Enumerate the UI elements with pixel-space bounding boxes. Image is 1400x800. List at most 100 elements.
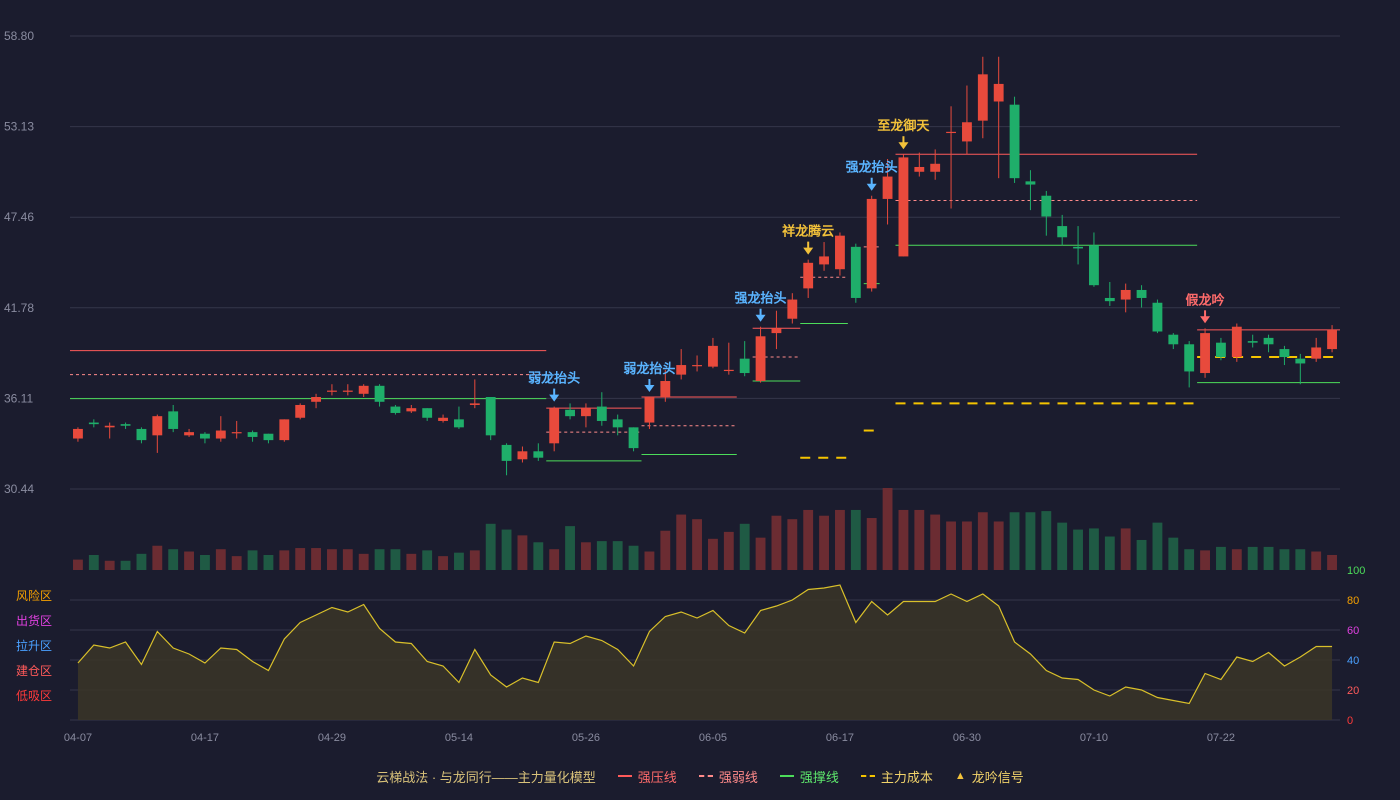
x-tick-label: 04-17 [191, 732, 219, 744]
volume-bar [247, 550, 258, 570]
volume-bar [612, 541, 623, 570]
candle [1216, 337, 1226, 361]
candle-body [327, 390, 337, 392]
candle-body [739, 358, 750, 374]
candle [358, 384, 369, 397]
candle-body [660, 381, 671, 397]
candle [469, 379, 480, 409]
sentiment-area [77, 585, 1333, 720]
volume-bar [882, 488, 893, 570]
candle-body [88, 422, 99, 425]
volume-bar [533, 542, 544, 570]
candle [866, 195, 877, 292]
volume-bar [819, 515, 829, 570]
candle [993, 56, 1004, 179]
x-tick-label: 05-26 [572, 732, 600, 744]
volume-bar [501, 529, 512, 570]
candle [1009, 96, 1020, 183]
candle-body [882, 176, 893, 199]
candle-body [946, 131, 956, 134]
candle [819, 242, 829, 271]
candle-body [596, 406, 607, 421]
volume-bar [152, 545, 163, 570]
candle [914, 152, 925, 177]
legend-title-text: 云梯战法 · 与龙同行——主力量化模型 [376, 769, 596, 785]
candle [898, 154, 909, 257]
volume-bar [914, 509, 925, 570]
candle-body [850, 246, 861, 298]
candle [152, 414, 163, 453]
candle [882, 158, 893, 225]
volume-bar [1295, 549, 1306, 570]
signal-label: 强龙抬头 [846, 160, 898, 175]
legend-item-signal[interactable]: ▲ 龙吟信号 [955, 767, 1024, 786]
legend-weak-label: 强弱线 [718, 769, 758, 785]
support-line-icon [779, 775, 794, 777]
volume-bar [263, 554, 274, 570]
price-tick-label: 41.78 [4, 301, 34, 315]
candle-body [358, 385, 369, 394]
candle-body [771, 328, 782, 334]
candle-body [1231, 326, 1242, 358]
volume-bar [723, 531, 734, 570]
candle-body [295, 404, 306, 418]
candle [454, 406, 464, 429]
candle [406, 404, 417, 413]
cost-line-icon [860, 775, 875, 777]
volume-bar [168, 549, 179, 570]
volume-bar [136, 553, 147, 570]
zone-label: 建仓区 [16, 664, 52, 678]
candle-body [422, 408, 433, 418]
candle-body [311, 396, 321, 402]
candle [771, 310, 782, 350]
sentiment-line [77, 584, 1333, 705]
candle [739, 341, 750, 377]
candle [612, 414, 623, 436]
legend-item-support[interactable]: 强撑线 [779, 767, 839, 786]
candle-body [930, 163, 941, 172]
resistance-line-icon [617, 775, 632, 777]
candle [1263, 334, 1274, 353]
candle-body [628, 427, 639, 449]
arrow-down-icon [803, 247, 814, 255]
candle [184, 428, 194, 437]
candle-body [168, 411, 179, 429]
candle-body [708, 345, 718, 367]
price-tick-label: 53.13 [4, 120, 34, 134]
arrow-down-icon [755, 314, 766, 322]
legend-item-resistance[interactable]: 强压线 [617, 767, 677, 786]
volume-bar [120, 560, 131, 570]
candle-body [1216, 342, 1226, 358]
volume-bar [390, 549, 401, 570]
price-tick-label: 30.44 [4, 482, 34, 496]
legend-item-cost[interactable]: 主力成本 [860, 767, 933, 786]
candle-body [454, 419, 464, 428]
candle-body [1279, 349, 1290, 358]
candle [1025, 170, 1036, 211]
candle [136, 427, 147, 444]
sentiment-tick-label: 40 [1347, 655, 1359, 667]
volume-bar [422, 550, 433, 570]
candle-body [977, 74, 988, 121]
candle [422, 408, 433, 421]
volume-bar [1152, 522, 1163, 570]
volume-bar [454, 552, 464, 570]
candle [977, 56, 988, 139]
volume-bar [374, 549, 385, 570]
legend-item-weak[interactable]: 强弱线 [698, 767, 758, 786]
candle-body [120, 424, 131, 426]
candle [88, 419, 99, 428]
volume-bar [406, 553, 417, 570]
candle [1200, 328, 1210, 378]
candle [374, 384, 385, 407]
arrow-down-icon [898, 142, 909, 150]
volume-bar [1073, 529, 1083, 570]
volume-bar [1263, 546, 1274, 570]
candle [311, 393, 321, 409]
candle-body [676, 365, 687, 375]
arrow-down-icon [1200, 316, 1211, 324]
signal-label: 弱龙抬头 [623, 361, 675, 376]
candle-body [247, 432, 258, 437]
